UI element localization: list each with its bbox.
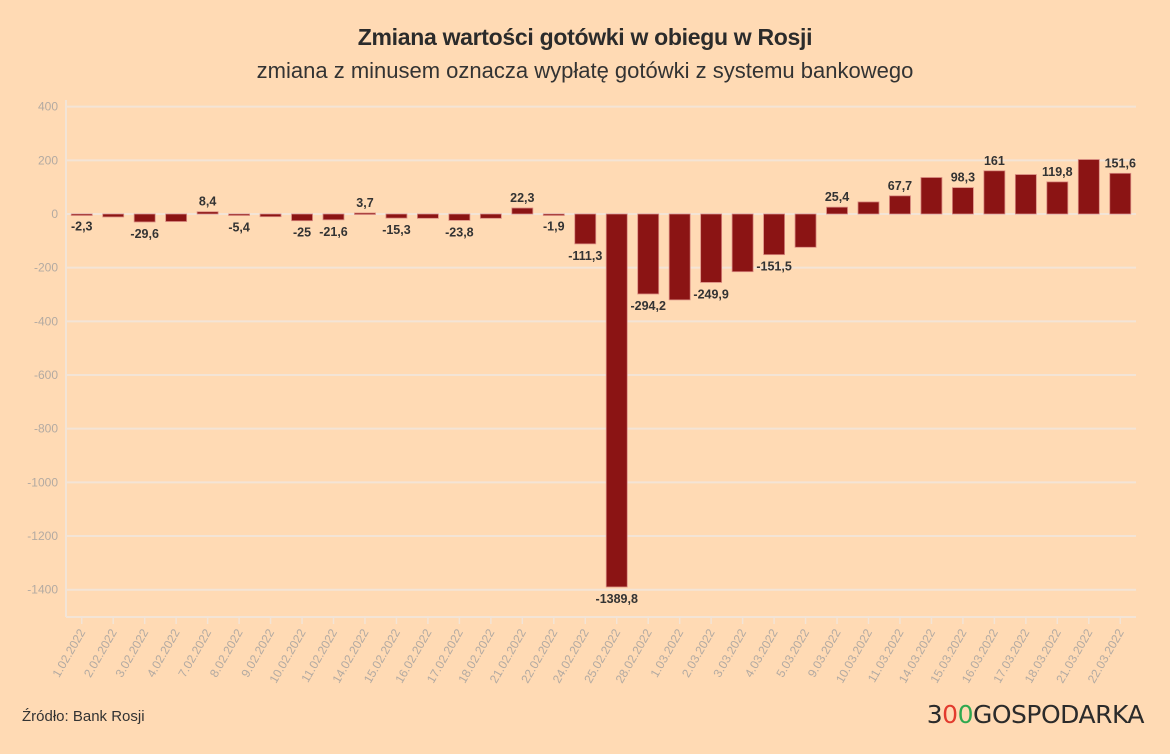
data-label: -249,9	[693, 287, 728, 301]
data-label: 119,8	[1042, 165, 1073, 179]
data-label: 22,3	[510, 191, 534, 205]
bar	[102, 213, 125, 218]
source-note: Źródło: Bank Rosji	[22, 708, 145, 725]
bar	[542, 213, 565, 216]
bar	[637, 213, 660, 295]
bar	[952, 187, 974, 215]
data-label: -25	[293, 226, 311, 240]
data-label: 151,6	[1105, 156, 1136, 170]
data-label: 161	[984, 154, 1005, 168]
y-tick-label: -1000	[27, 475, 58, 489]
data-label: -1389,8	[596, 592, 638, 606]
data-label: -294,2	[630, 299, 665, 313]
bar	[794, 213, 817, 248]
bar	[70, 213, 93, 216]
bar	[196, 211, 219, 215]
data-label: -15,3	[382, 223, 411, 237]
bar	[291, 213, 313, 222]
data-label: -151,5	[756, 260, 791, 274]
bar	[857, 201, 880, 215]
data-label: -1,9	[543, 220, 565, 234]
bar	[385, 213, 408, 219]
bar	[479, 213, 502, 219]
bar	[165, 213, 188, 222]
y-tick-label: 0	[51, 207, 58, 221]
data-label: 25,4	[825, 190, 849, 204]
bar	[1077, 159, 1100, 215]
data-label: 3,7	[356, 196, 373, 210]
data-label: 8,4	[199, 195, 216, 209]
bar	[889, 195, 911, 215]
data-label: 67,7	[888, 179, 912, 193]
y-tick-label: -600	[34, 368, 58, 382]
chart-title: Zmiana wartości gotówki w obiegu w Rosji	[357, 24, 813, 50]
logo: 300GOSPODARKA	[926, 700, 1145, 729]
bar	[731, 213, 754, 273]
data-label: -2,3	[71, 220, 93, 234]
y-tick-label: -1200	[27, 529, 58, 543]
y-tick-label: 400	[38, 100, 58, 114]
bar	[605, 213, 628, 588]
bar	[574, 213, 597, 245]
bar	[417, 213, 439, 219]
data-label: -23,8	[445, 225, 474, 239]
data-label: 98,3	[951, 171, 975, 185]
bar	[920, 177, 943, 215]
bar	[1109, 172, 1132, 215]
y-tick-label: -800	[34, 422, 58, 436]
data-label: -111,3	[568, 249, 602, 263]
y-tick-label: -200	[34, 261, 58, 275]
data-label: -29,6	[130, 227, 159, 241]
bar	[1014, 174, 1037, 215]
y-tick-label: 200	[38, 153, 58, 167]
bar	[668, 213, 691, 301]
data-label: -21,6	[319, 225, 348, 239]
bar	[1046, 181, 1069, 215]
bar	[700, 213, 723, 283]
bar	[133, 213, 156, 223]
bar	[448, 213, 471, 221]
bar	[511, 207, 534, 215]
bar	[228, 213, 250, 216]
bar	[983, 170, 1006, 215]
chart-subtitle: zmiana z minusem oznacza wypłatę gotówki…	[256, 58, 914, 83]
bar	[826, 206, 848, 215]
bar	[259, 213, 282, 218]
y-tick-label: -400	[34, 314, 58, 328]
bar	[763, 213, 785, 256]
y-tick-label: -1400	[27, 583, 58, 597]
bar	[322, 213, 345, 221]
bar	[354, 212, 376, 215]
data-label: -5,4	[228, 220, 250, 234]
